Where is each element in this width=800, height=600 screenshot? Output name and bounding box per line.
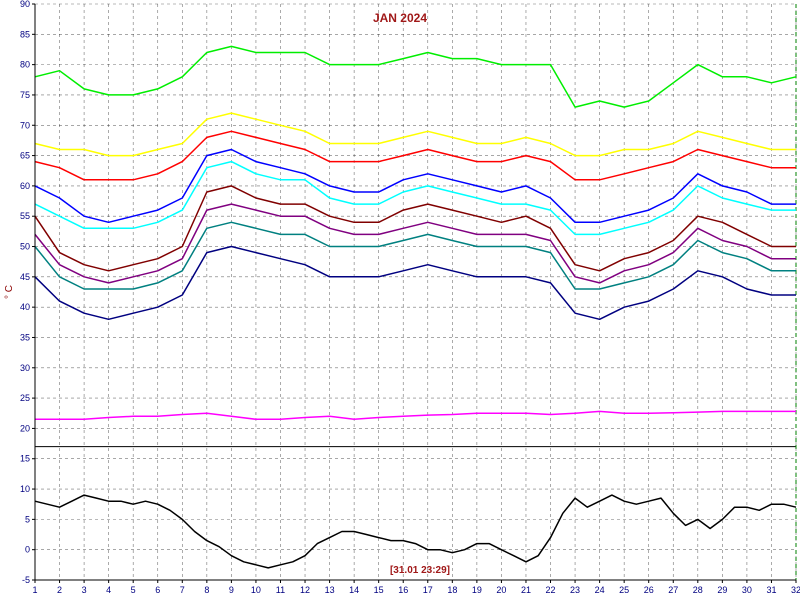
x-tick-label: 1 xyxy=(32,585,37,595)
series-line-2 xyxy=(34,112,796,157)
x-tick-label: 24 xyxy=(595,585,605,595)
x-tick-label: 22 xyxy=(546,585,556,595)
x-tick-label: 27 xyxy=(668,585,678,595)
y-tick-label: 40 xyxy=(20,302,30,312)
series-line-4 xyxy=(34,160,796,236)
x-tick-label: 3 xyxy=(82,585,87,595)
x-tick-label: 23 xyxy=(570,585,580,595)
series-line-11 xyxy=(34,494,797,569)
x-tick-label: 19 xyxy=(472,585,482,595)
timestamp-label: [31.01 23:29] xyxy=(390,565,450,576)
x-tick-label: 7 xyxy=(180,585,185,595)
series-line-9 xyxy=(34,148,796,224)
x-tick-label: 15 xyxy=(374,585,384,595)
x-tick-label: 2 xyxy=(57,585,62,595)
y-tick-label: 85 xyxy=(20,29,30,39)
y-tick-label: 60 xyxy=(20,181,30,191)
y-tick-label: 25 xyxy=(20,393,30,403)
y-tick-label: 20 xyxy=(20,423,30,433)
x-tick-label: 20 xyxy=(496,585,506,595)
series-line-8 xyxy=(34,245,796,321)
y-tick-label: 10 xyxy=(20,484,30,494)
x-tick-label: 28 xyxy=(693,585,703,595)
x-tick-label: 21 xyxy=(521,585,531,595)
x-tick-label: 31 xyxy=(766,585,776,595)
y-tick-label: 55 xyxy=(20,211,30,221)
x-tick-label: 4 xyxy=(106,585,111,595)
x-tick-label: 30 xyxy=(742,585,752,595)
x-tick-label: 8 xyxy=(204,585,209,595)
x-tick-label: 6 xyxy=(155,585,160,595)
x-tick-label: 25 xyxy=(619,585,629,595)
x-tick-label: 14 xyxy=(349,585,359,595)
series-line-3 xyxy=(34,130,796,181)
y-tick-label: 70 xyxy=(20,120,30,130)
x-tick-label: 13 xyxy=(325,585,335,595)
y-axis-label: ° C xyxy=(4,285,15,299)
series-line-10 xyxy=(35,410,796,421)
y-tick-label: 45 xyxy=(20,272,30,282)
x-tick-label: 9 xyxy=(229,585,234,595)
y-tick-label: 5 xyxy=(25,514,30,524)
y-tick-label: 35 xyxy=(20,332,30,342)
series-line-1 xyxy=(34,45,797,108)
x-tick-label: 26 xyxy=(644,585,654,595)
x-tick-label: 16 xyxy=(398,585,408,595)
x-tick-label: 10 xyxy=(251,585,261,595)
x-tick-label: 32 xyxy=(791,585,800,595)
x-tick-label: 29 xyxy=(717,585,727,595)
series-line-5 xyxy=(34,185,796,272)
x-tick-label: 18 xyxy=(447,585,457,595)
y-tick-label: 0 xyxy=(25,545,30,555)
y-tick-label: -5 xyxy=(22,575,30,585)
x-tick-label: 17 xyxy=(423,585,433,595)
series-line-6 xyxy=(34,203,796,284)
y-tick-label: 90 xyxy=(20,0,30,9)
y-tick-label: 75 xyxy=(20,90,30,100)
x-tick-label: 11 xyxy=(276,585,285,595)
series-line-7 xyxy=(34,221,796,290)
x-tick-label: 5 xyxy=(131,585,136,595)
y-tick-label: 50 xyxy=(20,242,30,252)
y-tick-label: 30 xyxy=(20,363,30,373)
y-tick-label: 65 xyxy=(20,151,30,161)
chart-title: JAN 2024 xyxy=(373,11,427,25)
y-tick-label: 15 xyxy=(20,454,30,464)
x-tick-label: 12 xyxy=(300,585,310,595)
series-lines xyxy=(34,45,797,569)
y-tick-label: 80 xyxy=(20,60,30,70)
